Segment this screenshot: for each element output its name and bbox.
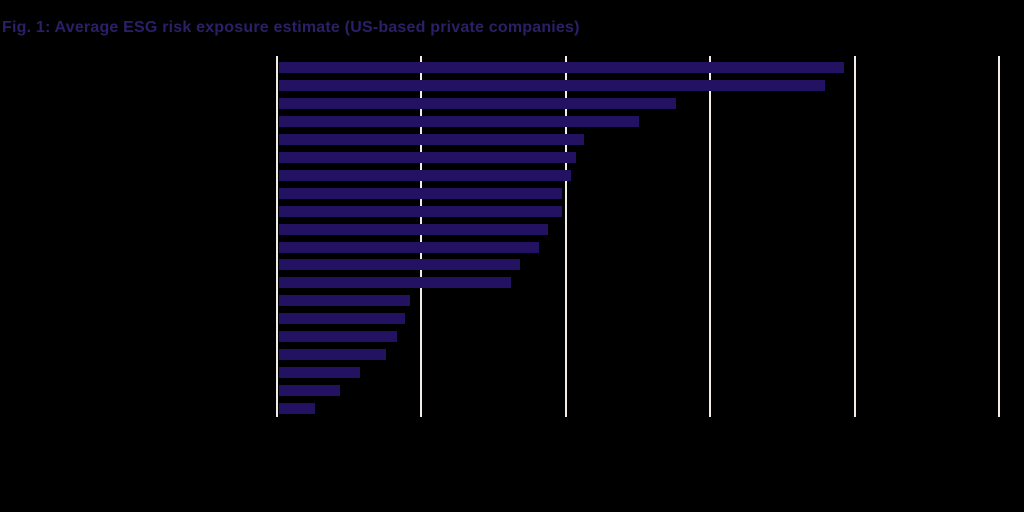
bar [279,169,571,181]
bar [279,313,405,325]
bar [279,277,512,289]
bar [279,115,639,127]
x-gridline [276,56,278,417]
bar [279,403,316,415]
bar [279,349,386,361]
bar [279,205,563,217]
bar [279,367,360,379]
x-gridline [564,56,567,417]
bar [279,259,521,271]
bar [279,187,563,199]
bar [279,295,411,307]
bar [279,133,584,145]
bar [279,331,398,343]
bar-chart-plot [276,56,1000,417]
bar [279,151,577,163]
bar [279,241,539,253]
bar [279,62,844,73]
x-gridline [709,56,712,417]
figure-title: Fig. 1: Average ESG risk exposure estima… [2,19,580,36]
x-gridline [998,56,1000,417]
x-gridline [420,56,423,417]
bar [279,97,677,109]
x-gridline [853,56,856,417]
bar [279,223,548,235]
bar [279,79,825,91]
bar [279,385,340,397]
